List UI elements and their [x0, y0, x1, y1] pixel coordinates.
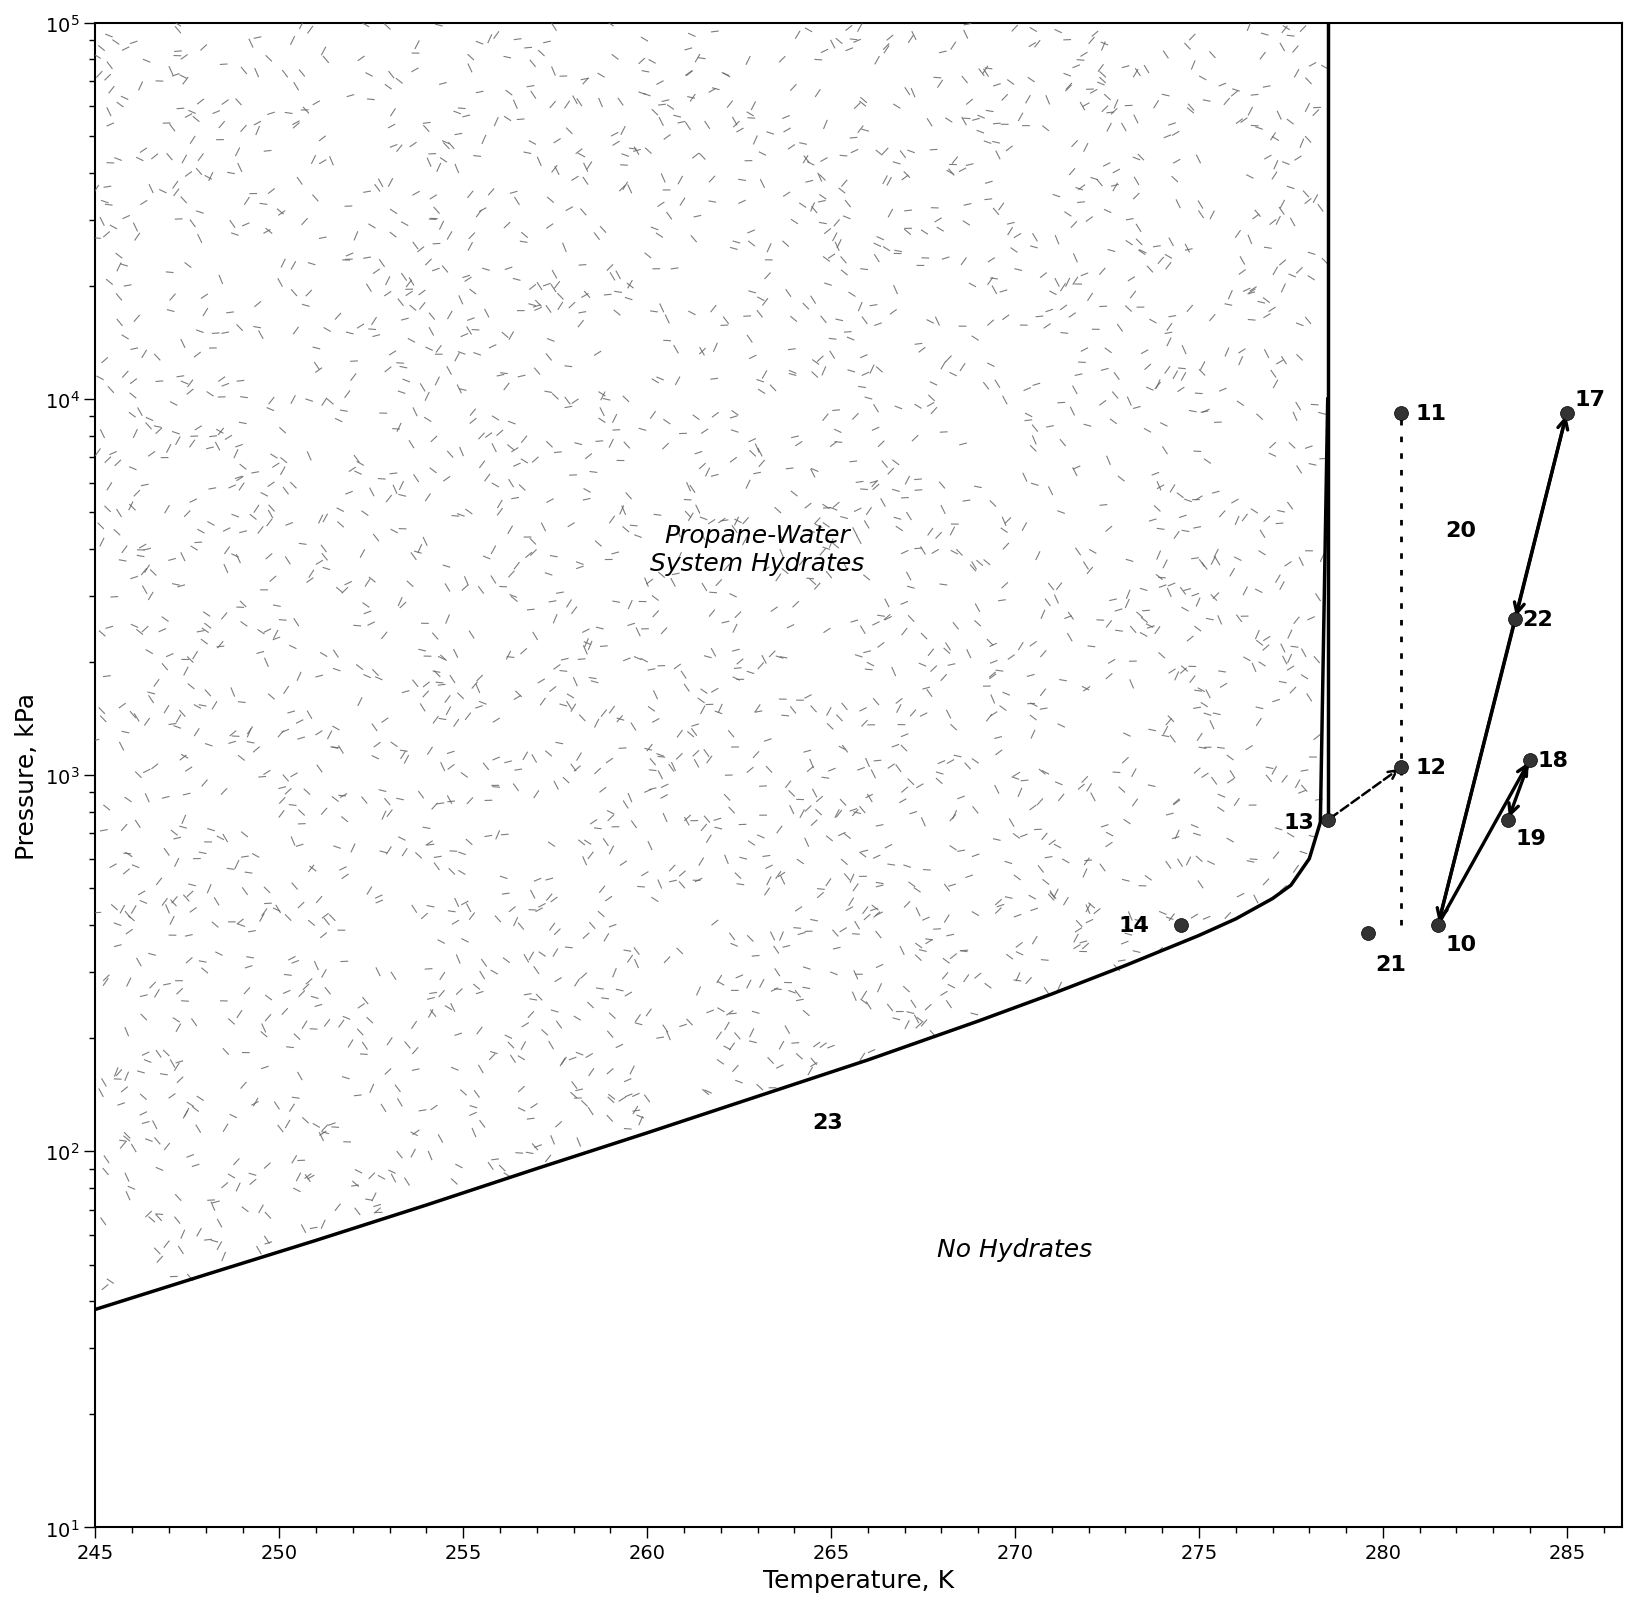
Text: 13: 13 [1283, 813, 1315, 832]
Text: 17: 17 [1575, 391, 1606, 410]
Text: 20: 20 [1445, 521, 1477, 540]
Text: 23: 23 [812, 1112, 843, 1131]
Y-axis label: Pressure, kPa: Pressure, kPa [15, 693, 39, 860]
X-axis label: Temperature, K: Temperature, K [763, 1568, 954, 1593]
Text: 19: 19 [1516, 829, 1547, 848]
Text: Propane-Water
System Hydrates: Propane-Water System Hydrates [650, 524, 864, 575]
Text: 11: 11 [1416, 403, 1447, 423]
Text: 12: 12 [1416, 759, 1447, 778]
Text: 21: 21 [1375, 955, 1406, 974]
Text: 14: 14 [1118, 916, 1149, 935]
Text: 10: 10 [1445, 935, 1477, 955]
Text: 22: 22 [1522, 609, 1554, 630]
Text: 18: 18 [1537, 750, 1568, 770]
Text: No Hydrates: No Hydrates [938, 1237, 1092, 1261]
